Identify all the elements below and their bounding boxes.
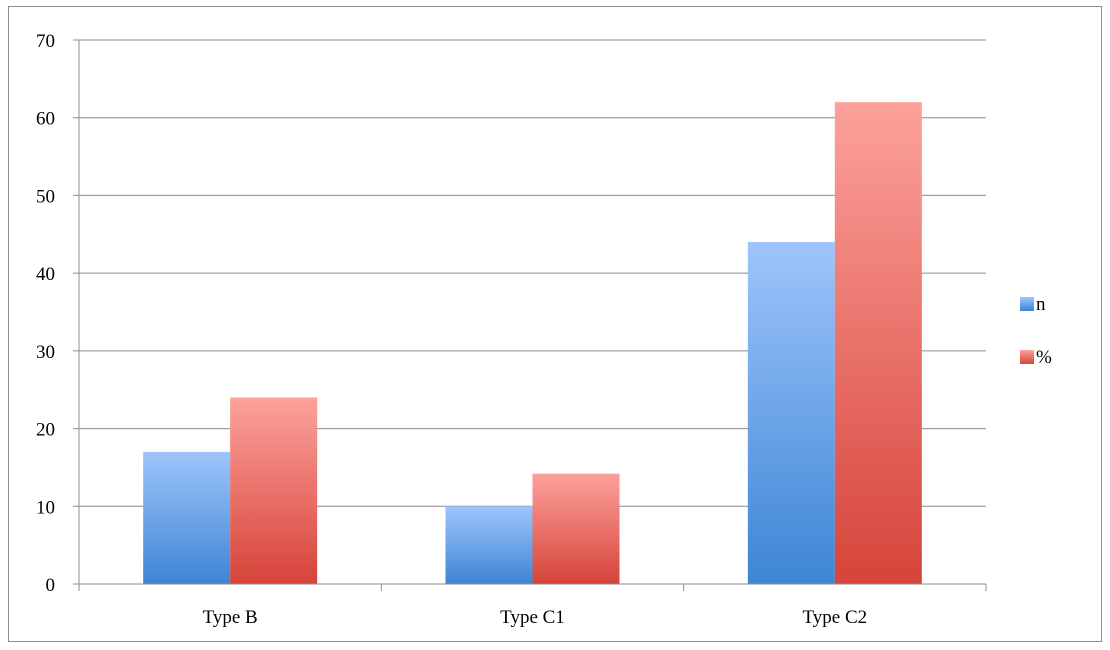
- bar-n-1: [445, 506, 533, 584]
- legend-swatch: [1020, 297, 1034, 311]
- y-tick-label: 70: [36, 31, 55, 52]
- legend: n%: [1020, 294, 1052, 368]
- x-category-label: Type C1: [500, 607, 565, 628]
- legend-label: %: [1036, 347, 1052, 368]
- legend-label: n: [1036, 294, 1046, 315]
- bar-percent-1: [532, 473, 620, 584]
- x-category-label: Type C2: [803, 607, 868, 628]
- y-tick-label: 0: [46, 575, 56, 596]
- bar-percent-2: [834, 102, 922, 585]
- y-tick-label: 40: [36, 264, 55, 285]
- y-tick-label: 30: [36, 342, 55, 363]
- y-tick-label: 20: [36, 420, 55, 441]
- y-tick-label: 10: [36, 497, 55, 518]
- bar-percent-0: [230, 397, 318, 584]
- bar-n-2: [747, 242, 835, 585]
- bar-n-0: [143, 451, 231, 584]
- legend-swatch: [1020, 350, 1034, 364]
- y-tick-label: 60: [36, 109, 55, 130]
- axes: 0 10 20 30 40 50 60 70 Type B Type C1 Type C2: [36, 31, 987, 628]
- bars: [143, 102, 922, 585]
- y-tick-label: 50: [36, 186, 55, 207]
- x-category-label: Type B: [203, 607, 258, 628]
